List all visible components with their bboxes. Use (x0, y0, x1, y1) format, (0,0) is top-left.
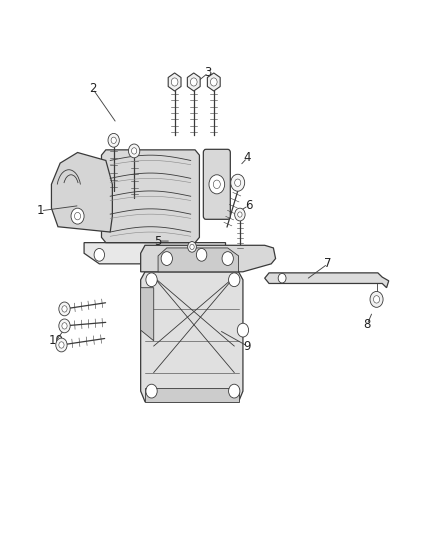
Text: 6: 6 (245, 199, 252, 212)
Circle shape (235, 179, 241, 187)
Circle shape (74, 213, 81, 220)
Circle shape (238, 212, 242, 217)
Polygon shape (265, 273, 389, 288)
Polygon shape (145, 389, 239, 402)
Text: 9: 9 (244, 340, 251, 352)
Circle shape (196, 248, 207, 261)
Circle shape (146, 273, 157, 287)
Polygon shape (168, 73, 181, 91)
Polygon shape (141, 272, 243, 402)
Text: 10: 10 (48, 334, 63, 347)
Text: 4: 4 (244, 151, 251, 164)
Polygon shape (187, 73, 200, 91)
Polygon shape (102, 150, 199, 243)
Circle shape (59, 342, 64, 348)
Circle shape (237, 323, 249, 337)
Text: 7: 7 (324, 257, 332, 270)
Circle shape (59, 302, 70, 316)
Circle shape (62, 322, 67, 329)
Circle shape (146, 384, 157, 398)
Circle shape (235, 208, 245, 221)
Circle shape (71, 208, 84, 224)
Circle shape (213, 180, 220, 189)
Text: 1: 1 (37, 204, 44, 217)
Circle shape (62, 306, 67, 312)
Polygon shape (141, 245, 276, 272)
Circle shape (229, 273, 240, 287)
Circle shape (131, 148, 137, 154)
Circle shape (161, 252, 173, 265)
Polygon shape (84, 243, 226, 264)
Circle shape (191, 78, 197, 86)
Circle shape (59, 319, 70, 333)
Circle shape (56, 338, 67, 352)
Circle shape (94, 248, 105, 261)
Circle shape (222, 252, 233, 265)
Circle shape (231, 174, 245, 191)
Circle shape (187, 241, 196, 252)
Polygon shape (51, 152, 113, 232)
Circle shape (374, 296, 380, 303)
Circle shape (370, 292, 383, 308)
Text: 8: 8 (363, 318, 371, 332)
Circle shape (229, 384, 240, 398)
Circle shape (171, 78, 178, 86)
Circle shape (111, 137, 116, 143)
Polygon shape (141, 288, 154, 341)
Text: 2: 2 (89, 83, 96, 95)
Polygon shape (158, 248, 239, 272)
Circle shape (190, 244, 194, 249)
Circle shape (209, 175, 225, 194)
Circle shape (128, 144, 140, 158)
Text: 5: 5 (154, 235, 162, 247)
Circle shape (210, 78, 217, 86)
Text: 3: 3 (205, 67, 212, 79)
Circle shape (108, 133, 119, 147)
FancyBboxPatch shape (203, 149, 230, 219)
Polygon shape (207, 73, 220, 91)
Circle shape (278, 273, 286, 283)
